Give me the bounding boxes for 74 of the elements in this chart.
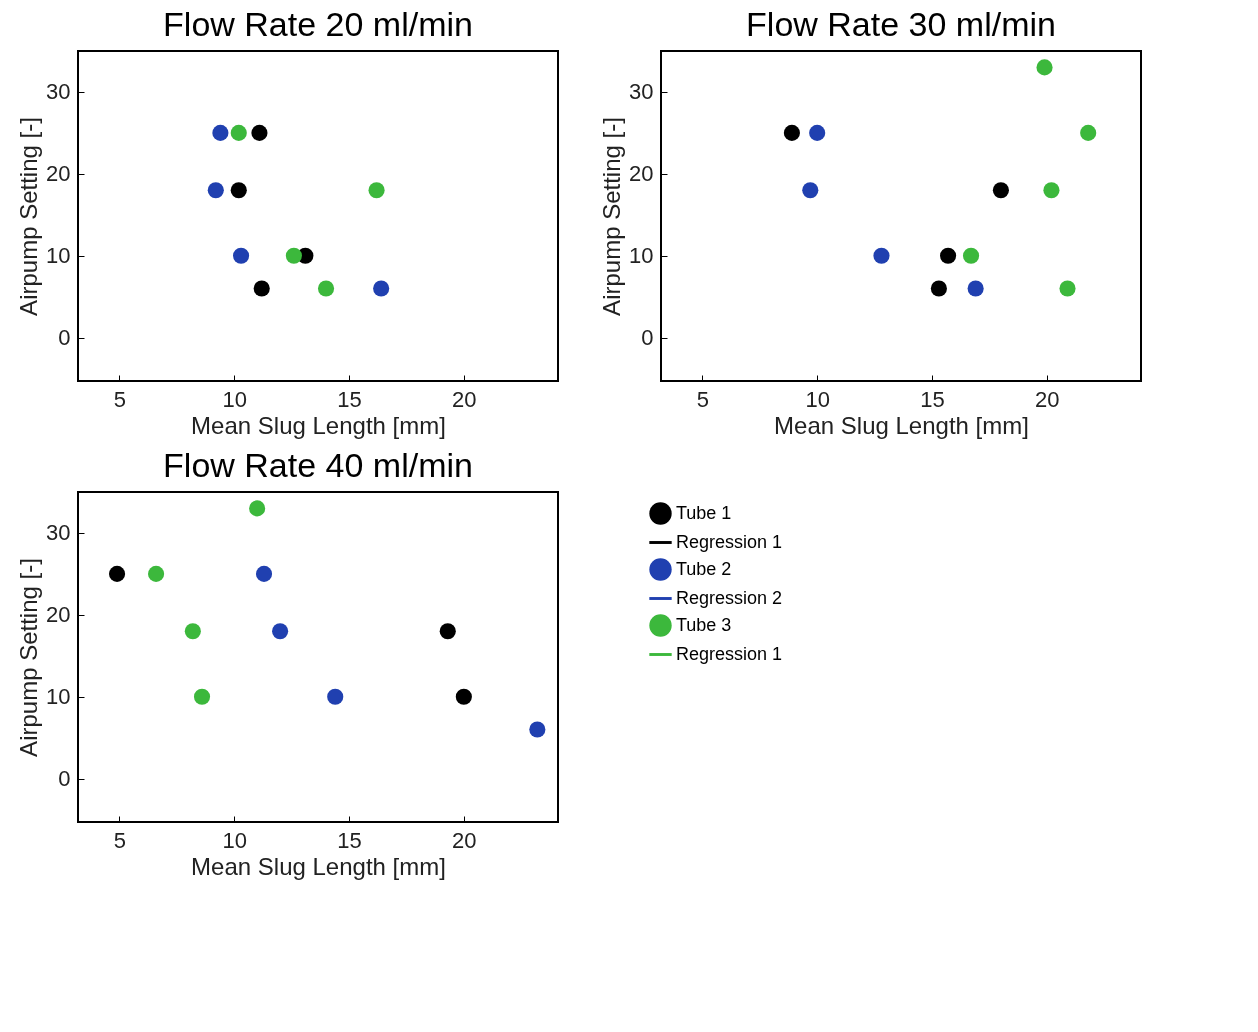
y-tick-label: 30 <box>629 79 654 105</box>
point <box>230 182 247 199</box>
point <box>184 623 201 640</box>
y-tick-label: 30 <box>46 79 71 105</box>
x-tick-label: 5 <box>113 386 126 412</box>
point <box>1036 59 1053 76</box>
x-tick-label: 15 <box>337 386 362 412</box>
x-tick-label: 20 <box>452 386 477 412</box>
y-tick-label: 20 <box>629 161 654 187</box>
point <box>940 247 957 264</box>
point <box>373 280 390 297</box>
x-tick-label: 15 <box>920 386 945 412</box>
y-axis-title: Airpump Setting [-] <box>598 117 626 316</box>
x-tick-label: 10 <box>805 386 830 412</box>
point <box>455 688 472 705</box>
x-tick-label: 15 <box>337 827 362 853</box>
x-tick-label: 20 <box>452 827 477 853</box>
point <box>233 247 250 264</box>
point <box>967 280 984 297</box>
legend-label: Regression 1 <box>676 531 783 552</box>
y-tick-label: 30 <box>46 520 71 546</box>
point <box>251 124 268 141</box>
point <box>529 721 546 738</box>
legend-label: Regression 1 <box>676 643 783 664</box>
y-tick-label: 10 <box>46 243 71 269</box>
point <box>327 688 344 705</box>
legend-label: Tube 3 <box>676 614 732 635</box>
chart-title: Flow Rate 30 ml/min <box>746 5 1056 43</box>
x-tick-label: 5 <box>696 386 709 412</box>
chart-title: Flow Rate 20 ml/min <box>163 5 473 43</box>
legend-label: Tube 2 <box>676 558 732 579</box>
legend-label: Tube 1 <box>676 502 732 523</box>
point <box>212 124 229 141</box>
point <box>930 280 947 297</box>
point <box>193 688 211 705</box>
x-tick-label: 5 <box>113 827 126 853</box>
y-tick-label: 10 <box>46 684 71 710</box>
x-tick-label: 20 <box>1035 386 1060 412</box>
point <box>230 124 247 141</box>
y-axis-title: Airpump Setting [-] <box>15 558 43 757</box>
point <box>368 182 385 199</box>
point <box>992 182 1009 199</box>
point <box>249 500 266 517</box>
y-tick-label: 20 <box>46 161 71 187</box>
point <box>1059 280 1076 297</box>
legend-label: Regression 2 <box>676 587 783 608</box>
x-axis-title: Mean Slug Length [mm] <box>774 411 1029 439</box>
chart-title: Flow Rate 40 ml/min <box>163 446 473 484</box>
y-axis-title: Airpump Setting [-] <box>15 117 43 316</box>
point <box>253 280 270 297</box>
point <box>317 280 335 297</box>
x-axis-title: Mean Slug Length [mm] <box>191 852 446 880</box>
point <box>809 124 826 141</box>
point <box>439 623 456 640</box>
point <box>272 623 289 640</box>
point <box>873 247 890 264</box>
y-tick-label: 10 <box>629 243 654 269</box>
point <box>285 247 302 264</box>
y-tick-label: 0 <box>58 325 71 351</box>
y-tick-label: 0 <box>641 325 654 351</box>
point <box>802 182 819 199</box>
point <box>255 565 273 582</box>
point <box>1080 124 1097 141</box>
point <box>207 182 224 199</box>
point <box>783 124 800 141</box>
point <box>1043 182 1060 199</box>
x-axis-title: Mean Slug Length [mm] <box>191 411 446 439</box>
y-tick-label: 0 <box>58 766 71 792</box>
point <box>148 565 165 582</box>
y-tick-label: 20 <box>46 602 71 628</box>
x-tick-label: 10 <box>222 827 247 853</box>
x-tick-label: 10 <box>222 386 247 412</box>
point <box>962 247 980 264</box>
point <box>108 565 126 582</box>
